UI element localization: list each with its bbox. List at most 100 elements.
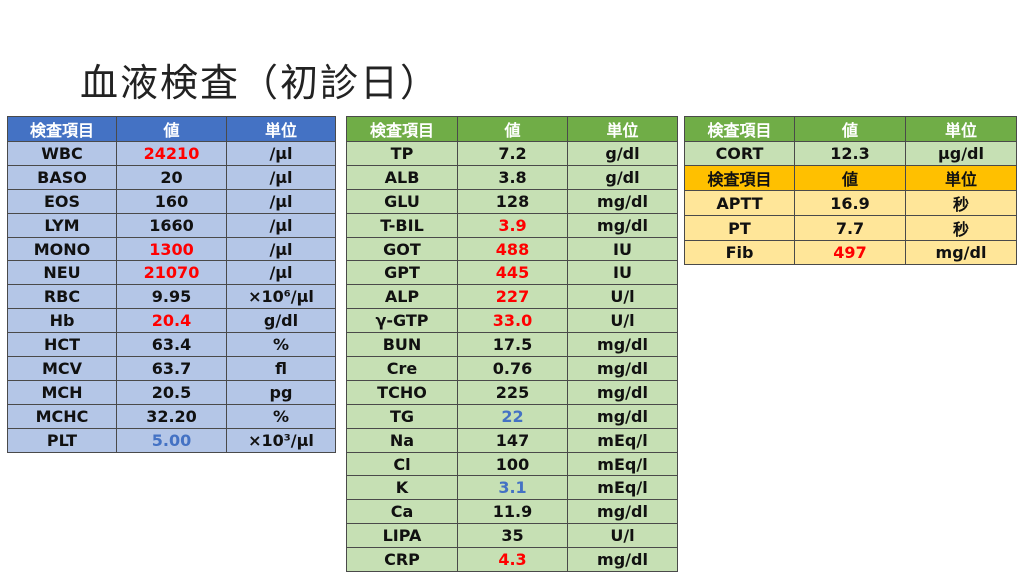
cell-unit: μg/dl — [905, 141, 1017, 166]
table-row: Fib 497 mg/dl — [684, 240, 1017, 265]
cell-value: 16.9 — [794, 190, 906, 216]
cell-value: 497 — [794, 240, 906, 265]
cell-value: 32.20 — [116, 403, 227, 429]
table-row: APTT 16.9 秒 — [684, 190, 1017, 216]
cell-value: 160 — [116, 188, 227, 214]
cell-unit: mEq/l — [567, 427, 678, 453]
cell-value: 7.7 — [794, 215, 906, 241]
cell-unit: mEq/l — [567, 475, 678, 501]
cell-value: 4.3 — [457, 547, 568, 573]
cell-item: CRP — [346, 547, 458, 573]
header-unit: 単位 — [905, 116, 1017, 142]
cell-value: 63.7 — [116, 356, 227, 381]
cell-item: HCT — [7, 332, 117, 358]
cell-item: BUN — [346, 332, 458, 358]
header-item: 検査項目 — [346, 116, 458, 142]
cell-value: 22 — [457, 403, 568, 429]
table-row: ALP 227 U/l — [346, 284, 678, 310]
cell-item: LIPA — [346, 523, 458, 549]
table-row: TCHO 225 mg/dl — [346, 379, 678, 405]
cell-unit: mg/dl — [567, 188, 678, 214]
cell-item: GOT — [346, 236, 458, 262]
cell-unit: % — [226, 332, 336, 358]
table-row: EOS 160/μl — [7, 188, 336, 214]
table-row: BASO 20/μl — [7, 164, 336, 190]
table-row: K 3.1 mEq/l — [346, 475, 678, 501]
table-row: RBC 9.95 ×10⁶/μl — [7, 284, 336, 310]
cell-item: MCH — [7, 379, 117, 405]
table-header-row: 検査項目 値 単位 — [684, 116, 1017, 142]
cell-item: GLU — [346, 188, 458, 214]
page-title: 血液検査（初診日） — [80, 61, 441, 105]
cell-item: K — [346, 475, 458, 501]
cell-value: 33.0 — [457, 308, 568, 334]
cell-unit: U/l — [567, 523, 678, 549]
cell-unit: fl — [226, 356, 336, 381]
table-header-row: 検査項目 値 単位 — [684, 165, 1017, 191]
table-row: ALB 3.8 g/dl — [346, 164, 678, 190]
table-row: Ca 11.9 mg/dl — [346, 499, 678, 525]
cell-item: ALP — [346, 284, 458, 310]
cell-value: 12.3 — [794, 141, 906, 166]
table-row: PT 7.7 秒 — [684, 215, 1017, 241]
cell-item: RBC — [7, 284, 117, 310]
table-row: GPT 445 IU — [346, 260, 678, 286]
cell-value: 21070 — [116, 260, 227, 286]
table-row: MCH 20.5 pg — [7, 379, 336, 405]
table-row: PLT 5.00 ×10³/μl — [7, 427, 336, 453]
cell-item: TG — [346, 403, 458, 429]
cell-value: 7.2 — [457, 141, 568, 166]
cell-value: 35 — [457, 523, 568, 549]
cell-value: 0.76 — [457, 356, 568, 381]
table-row: LYM 1660/μl — [7, 212, 336, 238]
cell-item: Na — [346, 427, 458, 453]
table-row: GOT 488 IU — [346, 236, 678, 262]
table-row: Hb 20.4 g/dl — [7, 308, 336, 334]
table-row: MONO 1300/μl — [7, 236, 336, 262]
table-row: TG 22 mg/dl — [346, 403, 678, 429]
table-row: GLU 128 mg/dl — [346, 188, 678, 214]
cell-item: EOS — [7, 188, 117, 214]
cell-unit: mg/dl — [567, 356, 678, 381]
cell-value: 488 — [457, 236, 568, 262]
header-unit: 単位 — [905, 165, 1017, 191]
table-row: CRP 4.3 mg/dl — [346, 547, 678, 573]
cell-item: Cre — [346, 356, 458, 381]
cell-item: MCV — [7, 356, 117, 381]
cell-unit: mEq/l — [567, 451, 678, 477]
cell-value: 9.95 — [116, 284, 227, 310]
cell-item: TCHO — [346, 379, 458, 405]
table-row: NEU 21070/μl — [7, 260, 336, 286]
cell-item: LYM — [7, 212, 117, 238]
cell-unit: g/dl — [567, 141, 678, 166]
chemistry-table: 検査項目 値 単位 TP 7.2 g/dl ALB 3.8 g/dl GLU 128 mg/dl… — [346, 116, 678, 573]
cell-item: CORT — [684, 141, 795, 166]
table-row: MCHC 32.20% — [7, 403, 336, 429]
cell-item: TP — [346, 141, 458, 166]
table-row: γ-GTP 33.0 U/l — [346, 308, 678, 334]
header-value: 値 — [794, 116, 906, 142]
cortisol-table: 検査項目 値 単位 CORT 12.3 μg/dl — [684, 116, 1017, 166]
cell-value: 1660 — [116, 212, 227, 238]
cell-unit: mg/dl — [905, 240, 1017, 265]
table-row: Cl 100 mEq/l — [346, 451, 678, 477]
table-row: BUN 17.5 mg/dl — [346, 332, 678, 358]
header-item: 検査項目 — [684, 165, 795, 191]
cell-unit: U/l — [567, 284, 678, 310]
cell-unit: pg — [226, 379, 336, 405]
table-header-row: 検査項目 値 単位 — [7, 116, 336, 142]
cell-unit: ×10³/μl — [226, 427, 336, 453]
header-value: 値 — [116, 116, 227, 142]
cell-item: BASO — [7, 164, 117, 190]
cell-value: 24210 — [116, 141, 227, 166]
header-item: 検査項目 — [684, 116, 795, 142]
cell-value: 11.9 — [457, 499, 568, 525]
table-row: Cre 0.76 mg/dl — [346, 356, 678, 381]
cell-unit: mg/dl — [567, 212, 678, 238]
table-row: Na 147 mEq/l — [346, 427, 678, 453]
cell-unit: mg/dl — [567, 332, 678, 358]
cell-unit: % — [226, 403, 336, 429]
cell-unit: /μl — [226, 141, 336, 166]
cell-value: 227 — [457, 284, 568, 310]
cell-value: 445 — [457, 260, 568, 286]
